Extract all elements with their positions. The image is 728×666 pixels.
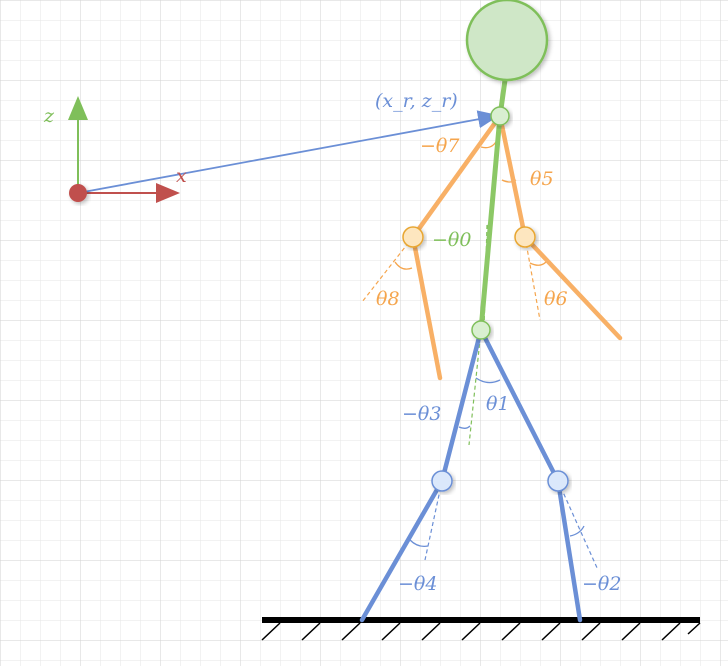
left-thigh (439, 327, 484, 484)
x-axis-label: x (176, 165, 187, 187)
joints (402, 106, 569, 492)
right-elbow-joint (514, 226, 536, 248)
left-forearm (410, 234, 443, 381)
right-knee-joint (547, 470, 569, 492)
shoulder-joint (490, 106, 510, 126)
legs (359, 327, 583, 623)
theta1-label: θ1 (486, 393, 510, 415)
hip-joint (471, 320, 491, 340)
theta4-label: −θ4 (398, 573, 437, 595)
right-shin (555, 478, 583, 623)
head (465, 0, 549, 82)
torso (478, 113, 503, 333)
theta0-label: −θ0 (432, 229, 471, 251)
left-knee-joint (431, 470, 453, 492)
world-frame: z x (x_r, z_r) (43, 90, 500, 203)
theta8-label: θ8 (376, 288, 400, 310)
position-label: (x_r, z_r) (375, 90, 458, 112)
theta5-label: θ5 (530, 168, 554, 190)
origin-point (69, 184, 87, 202)
arms (410, 113, 623, 381)
left-elbow-joint (402, 226, 424, 248)
position-vector-arrow (77, 110, 500, 194)
angle-labels: −θ7 θ5 −θ0 θ8 θ6 −θ3 θ1 −θ4 −θ2 (376, 135, 621, 595)
right-thigh (478, 327, 561, 484)
theta3-label: −θ3 (402, 403, 441, 425)
theta2-label: −θ2 (582, 573, 621, 595)
theta7-label: −θ7 (420, 135, 460, 157)
right-upper-arm (497, 113, 528, 240)
ground (261, 617, 701, 641)
left-upper-arm (410, 113, 503, 240)
theta6-label: θ6 (544, 288, 568, 310)
z-axis-label: z (43, 105, 55, 127)
left-shin (359, 478, 445, 623)
right-forearm (522, 234, 623, 341)
